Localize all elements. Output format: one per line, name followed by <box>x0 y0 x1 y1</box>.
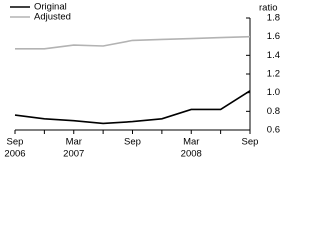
x-tick-label: Mar <box>183 137 199 148</box>
x-tick-label: Sep <box>124 137 141 148</box>
y-tick-label: 1.2 <box>267 69 280 80</box>
y-tick-label: 1.8 <box>267 13 280 24</box>
chart: ratio 0.60.81.01.21.41.61.8Sep2006Mar200… <box>4 2 280 160</box>
y-tick-label: 1.6 <box>267 31 280 42</box>
x-tick-year: 2007 <box>63 149 84 160</box>
series-line <box>14 90 251 125</box>
y-tick-label: 0.8 <box>267 106 280 117</box>
x-tick-label: Sep <box>242 137 259 148</box>
y-tick-label: 0.6 <box>267 125 280 136</box>
y-axis-label: ratio <box>259 3 277 14</box>
x-tick-year: 2006 <box>4 149 25 160</box>
x-tick-label: Sep <box>7 137 24 148</box>
x-tick-year: 2008 <box>181 149 202 160</box>
y-tick-label: 1.0 <box>267 87 280 98</box>
x-tick-label: Mar <box>66 137 82 148</box>
legend-label: Adjusted <box>34 12 71 23</box>
y-tick-label: 1.4 <box>267 50 280 61</box>
legend-label: Original <box>34 2 67 13</box>
series-line <box>15 35 251 50</box>
